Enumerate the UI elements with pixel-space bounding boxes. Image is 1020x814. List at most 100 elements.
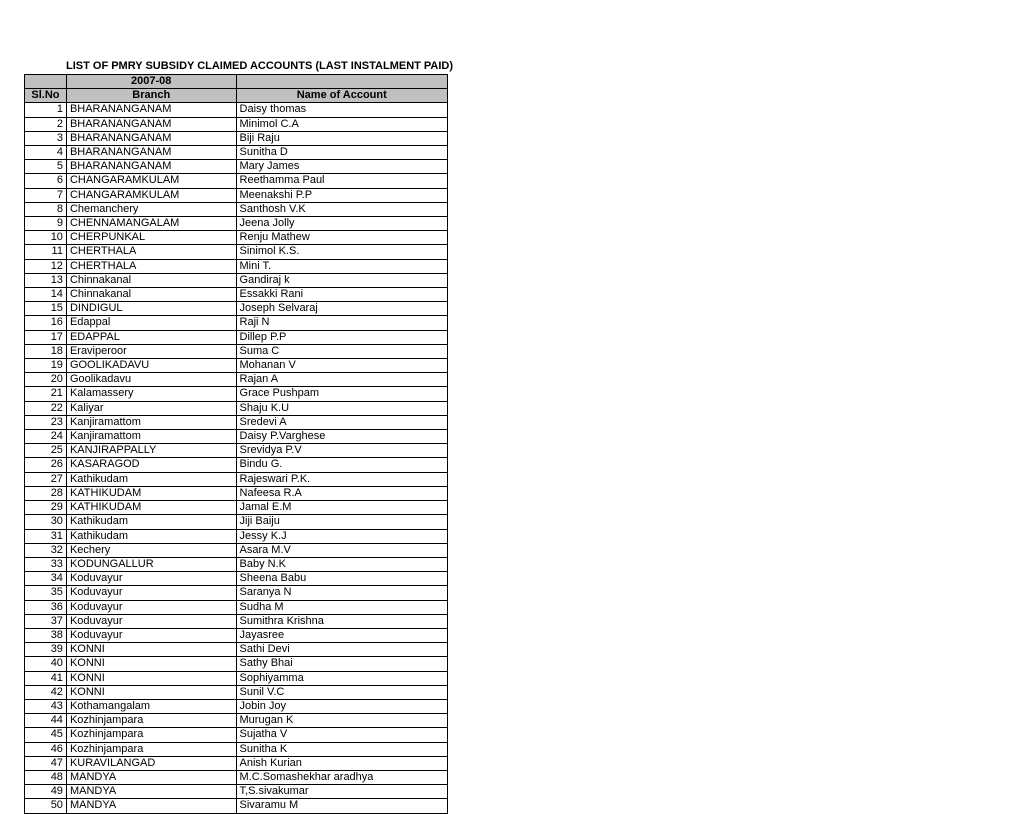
cell-sl: 30 xyxy=(25,515,67,529)
table-row: 6CHANGARAMKULAMReethamma Paul xyxy=(25,174,448,188)
cell-sl: 23 xyxy=(25,415,67,429)
cell-sl: 37 xyxy=(25,614,67,628)
cell-name: Sheena Babu xyxy=(236,572,447,586)
cell-name: Nafeesa R.A xyxy=(236,486,447,500)
table-row: 27KathikudamRajeswari P.K. xyxy=(25,472,448,486)
cell-name: Sredevi A xyxy=(236,415,447,429)
cell-branch: CHERTHALA xyxy=(66,245,236,259)
cell-sl: 5 xyxy=(25,160,67,174)
cell-name: Sathy Bhai xyxy=(236,657,447,671)
cell-branch: Kaliyar xyxy=(66,401,236,415)
table-row: 9CHENNAMANGALAMJeena Jolly xyxy=(25,217,448,231)
table-row: 32KecheryAsara M.V xyxy=(25,543,448,557)
cell-branch: EDAPPAL xyxy=(66,330,236,344)
cell-sl: 26 xyxy=(25,458,67,472)
cell-sl: 40 xyxy=(25,657,67,671)
table-row: 38KoduvayurJayasree xyxy=(25,628,448,642)
table-row: 42KONNISunil V.C xyxy=(25,685,448,699)
cell-name: Sunitha D xyxy=(236,146,447,160)
table-row: 16EdappalRaji N xyxy=(25,316,448,330)
cell-sl: 6 xyxy=(25,174,67,188)
table-row: 48MANDYAM.C.Somashekhar aradhya xyxy=(25,770,448,784)
cell-branch: Kathikudam xyxy=(66,529,236,543)
cell-sl: 24 xyxy=(25,430,67,444)
cell-branch: Kathikudam xyxy=(66,515,236,529)
cell-branch: KODUNGALLUR xyxy=(66,557,236,571)
table-row: 37KoduvayurSumithra Krishna xyxy=(25,614,448,628)
cell-branch: BHARANANGANAM xyxy=(66,131,236,145)
cell-name: Jayasree xyxy=(236,628,447,642)
cell-branch: CHERPUNKAL xyxy=(66,231,236,245)
cell-sl: 14 xyxy=(25,288,67,302)
cell-branch: Eraviperoor xyxy=(66,344,236,358)
cell-sl: 31 xyxy=(25,529,67,543)
cell-branch: BHARANANGANAM xyxy=(66,146,236,160)
cell-name: Renju Mathew xyxy=(236,231,447,245)
cell-sl: 20 xyxy=(25,373,67,387)
table-row: 25KANJIRAPPALLYSrevidya P.V xyxy=(25,444,448,458)
cell-sl: 45 xyxy=(25,728,67,742)
header-name: Name of Account xyxy=(236,89,447,103)
table-row: 35KoduvayurSaranya N xyxy=(25,586,448,600)
cell-sl: 41 xyxy=(25,671,67,685)
cell-branch: Kanjiramattom xyxy=(66,415,236,429)
cell-branch: KATHIKUDAM xyxy=(66,501,236,515)
cell-name: Gandiraj k xyxy=(236,273,447,287)
page-title: LIST OF PMRY SUBSIDY CLAIMED ACCOUNTS (L… xyxy=(66,60,1020,72)
cell-sl: 33 xyxy=(25,557,67,571)
cell-sl: 28 xyxy=(25,486,67,500)
cell-branch: BHARANANGANAM xyxy=(66,117,236,131)
cell-sl: 47 xyxy=(25,756,67,770)
table-row: 26KASARAGODBindu G. xyxy=(25,458,448,472)
table-row: 17EDAPPALDillep P.P xyxy=(25,330,448,344)
table-row: 1BHARANANGANAMDaisy thomas xyxy=(25,103,448,117)
cell-branch: KANJIRAPPALLY xyxy=(66,444,236,458)
cell-sl: 34 xyxy=(25,572,67,586)
cell-name: Rajeswari P.K. xyxy=(236,472,447,486)
cell-sl: 42 xyxy=(25,685,67,699)
cell-name: Reethamma Paul xyxy=(236,174,447,188)
cell-sl: 21 xyxy=(25,387,67,401)
cell-sl: 11 xyxy=(25,245,67,259)
cell-branch: BHARANANGANAM xyxy=(66,160,236,174)
cell-name: Minimol C.A xyxy=(236,117,447,131)
cell-branch: KONNI xyxy=(66,671,236,685)
cell-branch: Koduvayur xyxy=(66,600,236,614)
cell-branch: Kothamangalam xyxy=(66,699,236,713)
year-cell: 2007-08 xyxy=(66,75,236,89)
cell-branch: Kozhinjampara xyxy=(66,742,236,756)
cell-sl: 49 xyxy=(25,785,67,799)
cell-branch: CHENNAMANGALAM xyxy=(66,217,236,231)
cell-branch: BHARANANGANAM xyxy=(66,103,236,117)
cell-branch: CHERTHALA xyxy=(66,259,236,273)
table-row: 41KONNISophiyamma xyxy=(25,671,448,685)
header-branch: Branch xyxy=(66,89,236,103)
cell-sl: 16 xyxy=(25,316,67,330)
cell-branch: KATHIKUDAM xyxy=(66,486,236,500)
cell-branch: Kozhinjampara xyxy=(66,714,236,728)
cell-name: Murugan K xyxy=(236,714,447,728)
cell-sl: 44 xyxy=(25,714,67,728)
cell-name: Sathi Devi xyxy=(236,643,447,657)
table-row: 19GOOLIKADAVUMohanan V xyxy=(25,359,448,373)
cell-branch: GOOLIKADAVU xyxy=(66,359,236,373)
cell-branch: KURAVILANGAD xyxy=(66,756,236,770)
cell-branch: Kechery xyxy=(66,543,236,557)
cell-name: Santhosh V.K xyxy=(236,202,447,216)
cell-sl: 13 xyxy=(25,273,67,287)
cell-name: Grace Pushpam xyxy=(236,387,447,401)
cell-branch: KONNI xyxy=(66,643,236,657)
table-row: 11CHERTHALASinimol K.S. xyxy=(25,245,448,259)
cell-sl: 3 xyxy=(25,131,67,145)
cell-branch: Chinnakanal xyxy=(66,273,236,287)
table-row: 10CHERPUNKALRenju Mathew xyxy=(25,231,448,245)
cell-sl: 48 xyxy=(25,770,67,784)
cell-name: Shaju K.U xyxy=(236,401,447,415)
cell-branch: MANDYA xyxy=(66,770,236,784)
cell-branch: Kalamassery xyxy=(66,387,236,401)
cell-name: Jessy K.J xyxy=(236,529,447,543)
cell-name: T,S.sivakumar xyxy=(236,785,447,799)
cell-branch: Koduvayur xyxy=(66,628,236,642)
table-row: 49MANDYAT,S.sivakumar xyxy=(25,785,448,799)
cell-name: Raji N xyxy=(236,316,447,330)
